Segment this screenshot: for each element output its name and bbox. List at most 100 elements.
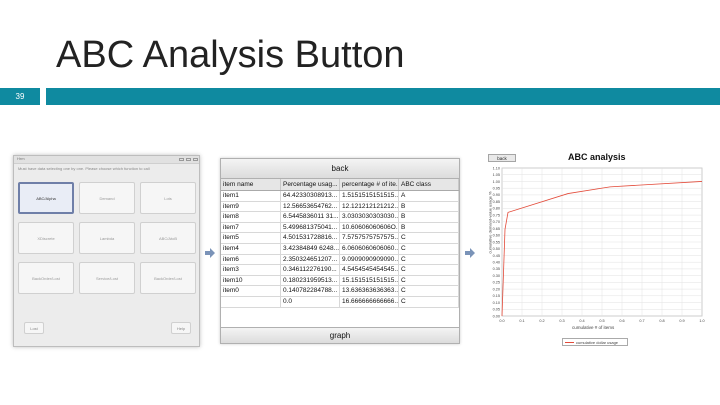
table-cell: item3 — [221, 265, 281, 275]
table-row[interactable]: item0 0.140782284788... 13.636363636363...… — [221, 286, 459, 297]
chart-legend: cumulative dollar usage — [562, 338, 628, 346]
y-tick-label: 0.90 — [493, 193, 500, 197]
function-button-grid: ABC/Alpha Demand Lots XDiscrete Lambda A… — [18, 182, 197, 294]
y-tick-label: 0.85 — [493, 200, 500, 204]
minimize-icon[interactable] — [179, 158, 184, 161]
table-cell: 7.5757575757575... — [342, 233, 399, 243]
dialog-title: Hrm — [17, 156, 25, 161]
table-cell: 0.0 — [281, 296, 340, 307]
table-cell: 15.151515151515... — [342, 275, 399, 286]
graph-button[interactable]: graph — [221, 327, 459, 343]
y-tick-label: 0.60 — [493, 234, 500, 238]
y-tick-label: 0.40 — [493, 260, 500, 264]
table-row[interactable]: item9 12.56653654762... 12.121212121212...… — [221, 201, 459, 213]
table-cell: item0 — [221, 286, 281, 296]
y-tick-label: 0.15 — [493, 294, 500, 298]
function-button-2[interactable]: Demand — [79, 182, 135, 214]
table-cell: B — [399, 212, 459, 222]
table-cell: item1 — [221, 191, 281, 201]
table-cell: 5.499681375041... — [281, 222, 340, 233]
dialog-titlebar: Hrm — [14, 156, 199, 164]
table-row[interactable]: 0.0 16.666666666666... C — [221, 296, 459, 308]
y-tick-label: 0.50 — [493, 247, 500, 251]
column-header[interactable]: item name — [221, 179, 281, 190]
y-tick-label: 0.35 — [493, 267, 500, 271]
table-cell: C — [399, 296, 459, 307]
table-cell: 12.56653654762... — [281, 201, 340, 212]
y-tick-label: 0.25 — [493, 281, 500, 285]
table-cell: 16.666666666666... — [342, 296, 399, 307]
table-row[interactable]: item7 5.499681375041... 10.60606060606O...… — [221, 222, 459, 234]
x-tick-label: 0.6 — [619, 319, 624, 323]
table-row[interactable]: item3 0.346112276190... 4.5454545454545...… — [221, 265, 459, 276]
legend-swatch — [565, 341, 574, 343]
y-tick-label: 0.05 — [493, 308, 500, 312]
x-tick-label: 0.2 — [539, 319, 544, 323]
x-tick-label: 0.5 — [599, 319, 604, 323]
table-cell — [221, 296, 281, 307]
y-tick-label: 0.45 — [493, 254, 500, 258]
table-cell: 13.636363636363... — [342, 286, 399, 296]
table-cell: B — [399, 222, 459, 233]
column-header[interactable]: percentage # of ite... — [342, 179, 399, 190]
function-button-5[interactable]: Lambda — [79, 222, 135, 254]
table-row[interactable]: item8 6.5445836011 31... 3.0303030303030..… — [221, 212, 459, 223]
table-row[interactable]: item1 64.42330308913... 1.5151515151515...… — [221, 191, 459, 202]
table-cell: C — [399, 286, 459, 296]
table-cell: item6 — [221, 254, 281, 265]
maximize-icon[interactable] — [186, 158, 191, 161]
slide-number: 39 — [0, 88, 40, 105]
y-tick-label: 0.55 — [493, 240, 500, 244]
y-tick-label: 0.20 — [493, 287, 500, 291]
dialog-left-button[interactable]: Lost — [24, 322, 44, 334]
table-cell: item8 — [221, 212, 281, 222]
x-tick-label: 0.1 — [519, 319, 524, 323]
y-tick-label: 1.00 — [493, 180, 500, 184]
y-tick-label: 0.75 — [493, 213, 500, 217]
title-rule — [46, 88, 720, 105]
slide-title: ABC Analysis Button — [56, 34, 405, 76]
dialog-message: Must have data selecting one by one. Ple… — [18, 166, 150, 171]
table-cell: 64.42330308913... — [281, 191, 340, 201]
table-cell: item9 — [221, 201, 281, 212]
arrow-right-icon — [465, 248, 475, 258]
table-cell: item5 — [221, 233, 281, 243]
table-cell: 3.42384849 6248... — [283, 243, 340, 254]
table-body: item1 64.42330308913... 1.5151515151515...… — [221, 191, 459, 308]
function-button-8[interactable]: Service/Lost — [79, 262, 135, 294]
table-row[interactable]: item6 2.350324651207... 9.0909090909090...… — [221, 254, 459, 266]
dialog-right-button[interactable]: Help — [171, 322, 191, 334]
table-cell: item4 — [221, 243, 281, 254]
function-button-7[interactable]: BackOrder/Lost — [18, 262, 74, 294]
table-header: item name Percentage usag... percentage … — [221, 179, 459, 191]
legend-label: cumulative dollar usage — [576, 339, 619, 345]
y-tick-label: 0.80 — [493, 207, 500, 211]
function-button-9[interactable]: BackOrder/Lost — [140, 262, 196, 294]
x-tick-label: 0.8 — [659, 319, 664, 323]
function-button-4[interactable]: XDiscrete — [18, 222, 74, 254]
x-tick-label: 0.0 — [499, 319, 504, 323]
table-cell: 6.5445836011 31... — [283, 212, 340, 222]
y-tick-label: 0.65 — [493, 227, 500, 231]
table-cell: 4.501531728816... — [281, 233, 340, 243]
table-cell: A — [399, 191, 459, 201]
table-row[interactable]: item10 0.180231959513... 15.151515151515..… — [221, 275, 459, 287]
abc-chart-panel: back ABC analysis cumulative demand-valu… — [480, 150, 712, 350]
table-row[interactable]: item5 4.501531728816... 7.5757575757575...… — [221, 233, 459, 244]
table-cell: 4.5454545454545... — [342, 265, 399, 275]
back-button[interactable]: back — [221, 159, 459, 179]
table-cell: 0.180231959513... — [281, 275, 340, 286]
y-tick-label: 0.30 — [493, 274, 500, 278]
function-button-3[interactable]: Lots — [140, 182, 196, 214]
y-tick-label: 0.10 — [493, 301, 500, 305]
abc-analysis-button[interactable]: ABC/Alpha — [18, 182, 74, 214]
table-cell: C — [399, 233, 459, 243]
abc-results-table: back item name Percentage usag... percen… — [220, 158, 460, 344]
close-icon[interactable] — [193, 158, 198, 161]
column-header[interactable]: ABC class — [399, 179, 459, 190]
chart-back-button[interactable]: back — [488, 154, 516, 162]
table-row[interactable]: item4 3.42384849 6248... 6.0606060606060..… — [221, 243, 459, 255]
table-cell: item10 — [221, 275, 281, 286]
column-header[interactable]: Percentage usag... — [281, 179, 340, 190]
function-button-6[interactable]: ABC/AtoB — [140, 222, 196, 254]
